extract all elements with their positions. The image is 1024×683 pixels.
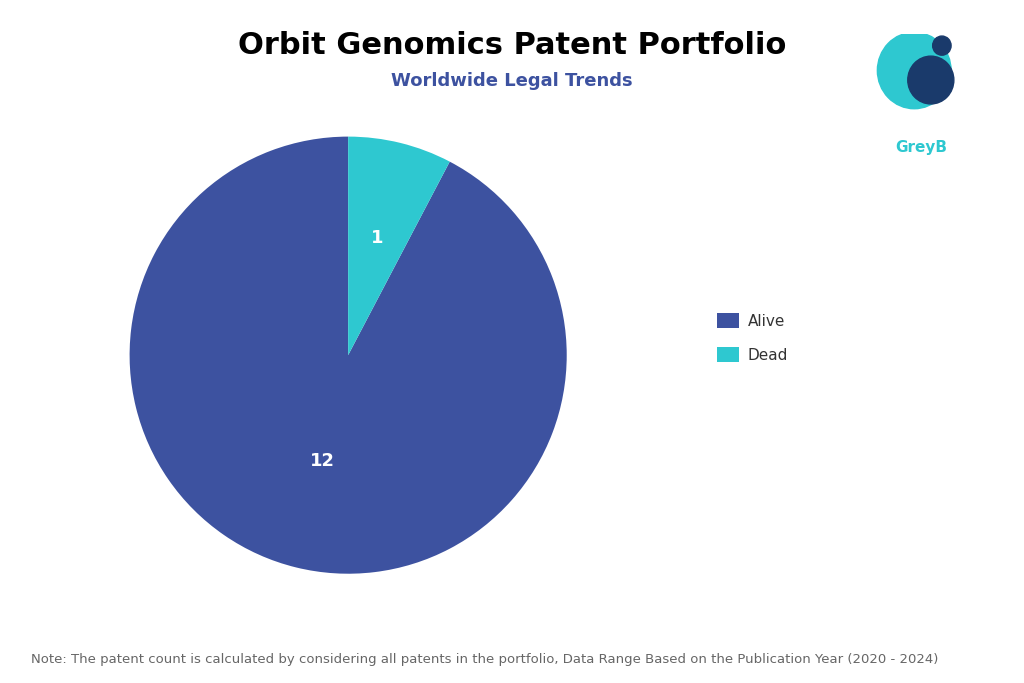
Text: GreyB: GreyB (896, 140, 947, 155)
Wedge shape (348, 137, 450, 355)
Circle shape (933, 36, 951, 55)
Circle shape (907, 56, 953, 104)
Text: Alive: Alive (748, 313, 784, 329)
Text: Note: The patent count is calculated by considering all patents in the portfolio: Note: The patent count is calculated by … (31, 653, 938, 666)
Wedge shape (130, 137, 566, 574)
Text: Worldwide Legal Trends: Worldwide Legal Trends (391, 72, 633, 89)
Circle shape (878, 32, 951, 109)
Text: 1: 1 (371, 229, 383, 247)
Text: 12: 12 (309, 452, 335, 471)
Text: Dead: Dead (748, 348, 787, 363)
Text: Orbit Genomics Patent Portfolio: Orbit Genomics Patent Portfolio (238, 31, 786, 59)
